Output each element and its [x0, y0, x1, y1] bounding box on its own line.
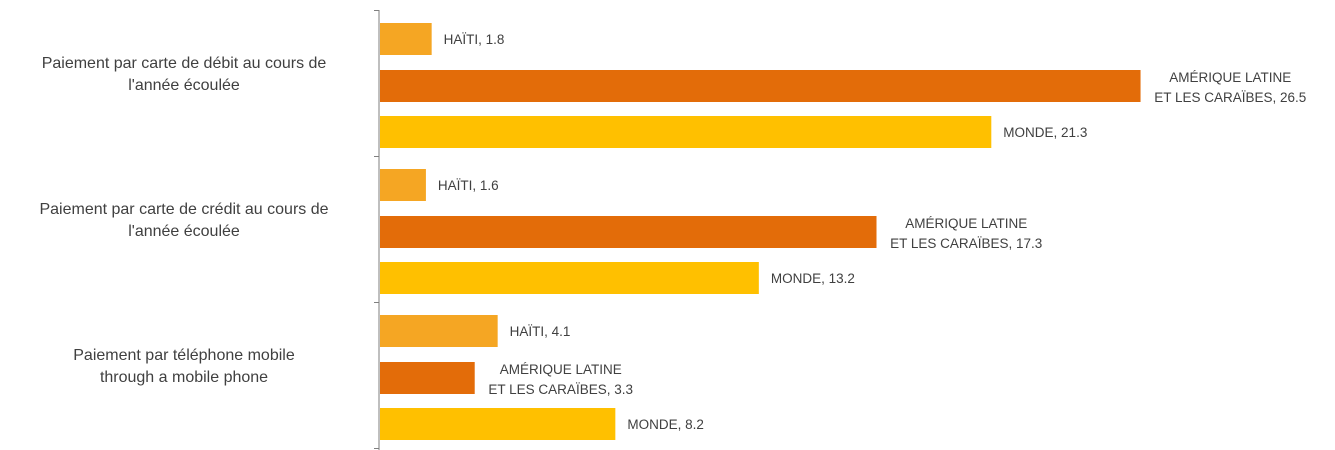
data-label: AMÉRIQUE LATINE ET LES CARAÏBES, 17.3 [890, 216, 1042, 251]
category-label: Paiement par carte de crédit au cours de… [39, 201, 328, 240]
bar-ha-ti-2 [380, 169, 426, 201]
data-label: HAÏTI, 1.8 [444, 32, 505, 47]
data-label: AMÉRIQUE LATINE ET LES CARAÏBES, 3.3 [488, 362, 633, 397]
data-label: MONDE, 13.2 [771, 271, 855, 286]
bar-ha-ti-1 [380, 23, 432, 55]
bar-monde-2 [380, 262, 759, 294]
bar-am-rique-latine-et-les-cara-bes-1 [380, 70, 1141, 102]
category-label: Paiement par téléphone mobile through a m… [73, 347, 295, 386]
data-label: AMÉRIQUE LATINE ET LES CARAÏBES, 26.5 [1154, 70, 1306, 105]
bar-monde-3 [380, 408, 616, 440]
data-label: HAÏTI, 1.6 [438, 178, 499, 193]
bar-am-rique-latine-et-les-cara-bes-2 [380, 216, 877, 248]
bar-am-rique-latine-et-les-cara-bes-3 [380, 362, 475, 394]
data-label: MONDE, 21.3 [1003, 125, 1087, 140]
bar-monde-1 [380, 116, 992, 148]
category-label: Paiement par carte de débit au cours de l… [42, 55, 327, 94]
data-label: MONDE, 8.2 [627, 417, 704, 432]
data-label: HAÏTI, 4.1 [510, 324, 571, 339]
bar-ha-ti-3 [380, 315, 498, 347]
